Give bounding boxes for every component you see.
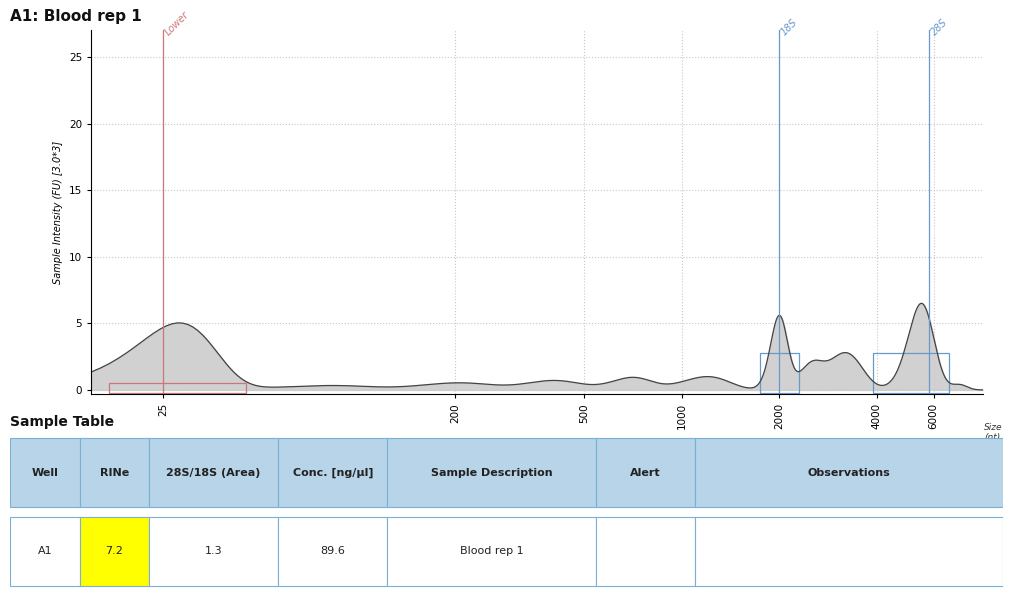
Text: 1.3: 1.3 xyxy=(205,547,223,556)
Bar xyxy=(695,517,1003,586)
Bar xyxy=(10,517,80,586)
Bar xyxy=(149,438,279,507)
Text: Sample Table: Sample Table xyxy=(10,415,114,429)
Text: Alert: Alert xyxy=(630,468,660,478)
Text: Observations: Observations xyxy=(807,468,890,478)
Bar xyxy=(108,383,245,393)
Text: 28S: 28S xyxy=(929,16,949,37)
Bar xyxy=(80,517,149,586)
Bar xyxy=(873,353,949,393)
Bar xyxy=(387,517,596,586)
Text: Well: Well xyxy=(31,468,59,478)
Bar xyxy=(10,438,80,507)
Text: A1: A1 xyxy=(37,547,53,556)
Text: Blood rep 1: Blood rep 1 xyxy=(460,547,524,556)
Y-axis label: Sample Intensity (FU) [3.0*3]: Sample Intensity (FU) [3.0*3] xyxy=(54,141,64,284)
Text: 7.2: 7.2 xyxy=(105,547,124,556)
Text: Size
(nt): Size (nt) xyxy=(985,423,1003,442)
Bar xyxy=(695,438,1003,507)
Bar xyxy=(80,438,149,507)
Bar xyxy=(149,517,279,586)
Text: Lower: Lower xyxy=(163,9,190,37)
Bar xyxy=(761,353,799,393)
Bar xyxy=(387,438,596,507)
Text: Sample Description: Sample Description xyxy=(431,468,552,478)
Bar xyxy=(279,438,387,507)
Bar xyxy=(596,517,695,586)
Text: 28S/18S (Area): 28S/18S (Area) xyxy=(166,468,260,478)
Text: 89.6: 89.6 xyxy=(320,547,345,556)
Bar xyxy=(279,517,387,586)
Bar xyxy=(596,438,695,507)
Text: A1: Blood rep 1: A1: Blood rep 1 xyxy=(10,9,142,24)
Text: RINe: RINe xyxy=(99,468,129,478)
Text: 18S: 18S xyxy=(779,16,799,37)
Text: Conc. [ng/µl]: Conc. [ng/µl] xyxy=(293,467,373,478)
